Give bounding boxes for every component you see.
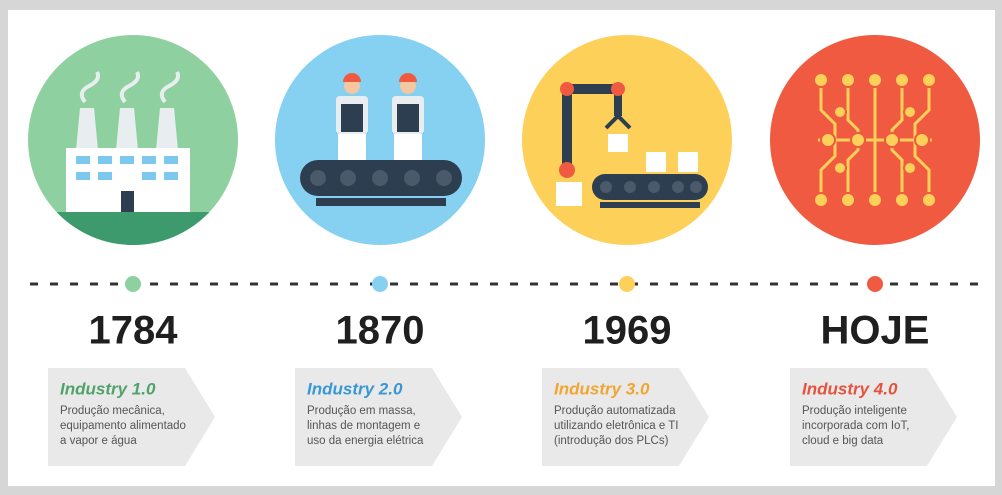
assembly-line-icon [275, 35, 485, 245]
year: 1784 [89, 309, 179, 353]
info-box [295, 368, 462, 466]
info-box [790, 368, 957, 466]
timeline-items: 1784 Industry 1.0 Produção mecânica, equipa… [48, 276, 957, 466]
info-box [542, 368, 709, 466]
industry-title: Industry 2.0 [307, 379, 403, 398]
industry-title: Industry 3.0 [554, 379, 650, 398]
description-line: a vapor e água [60, 435, 137, 447]
description-line: Produção inteligente [802, 405, 907, 417]
timeline-dot [867, 276, 883, 292]
timeline-dot [619, 276, 635, 292]
year: HOJE [821, 309, 930, 353]
description-line: equipamento alimentado [60, 420, 186, 432]
industry-title: Industry 4.0 [802, 379, 898, 398]
description-line: utilizando eletrônica e TI [554, 420, 678, 432]
timeline-dot [125, 276, 141, 292]
year: 1969 [583, 309, 672, 353]
description-line: Produção automatizada [554, 405, 676, 417]
info-box [48, 368, 215, 466]
description-line: uso da energia elétrica [307, 435, 424, 447]
circuit-icon [770, 35, 980, 245]
description-line: incorporada com IoT, [802, 420, 909, 432]
description-line: Produção em massa, [307, 405, 416, 417]
description-line: linhas de montagem e [307, 420, 420, 432]
description-line: cloud e big data [802, 435, 884, 447]
timeline-dot [372, 276, 388, 292]
description-line: Produção mecânica, [60, 405, 165, 417]
industry-title: Industry 1.0 [60, 379, 156, 398]
description-line: (introdução dos PLCs) [554, 435, 669, 447]
robot-arm-icon [522, 35, 732, 245]
year: 1870 [336, 309, 425, 353]
